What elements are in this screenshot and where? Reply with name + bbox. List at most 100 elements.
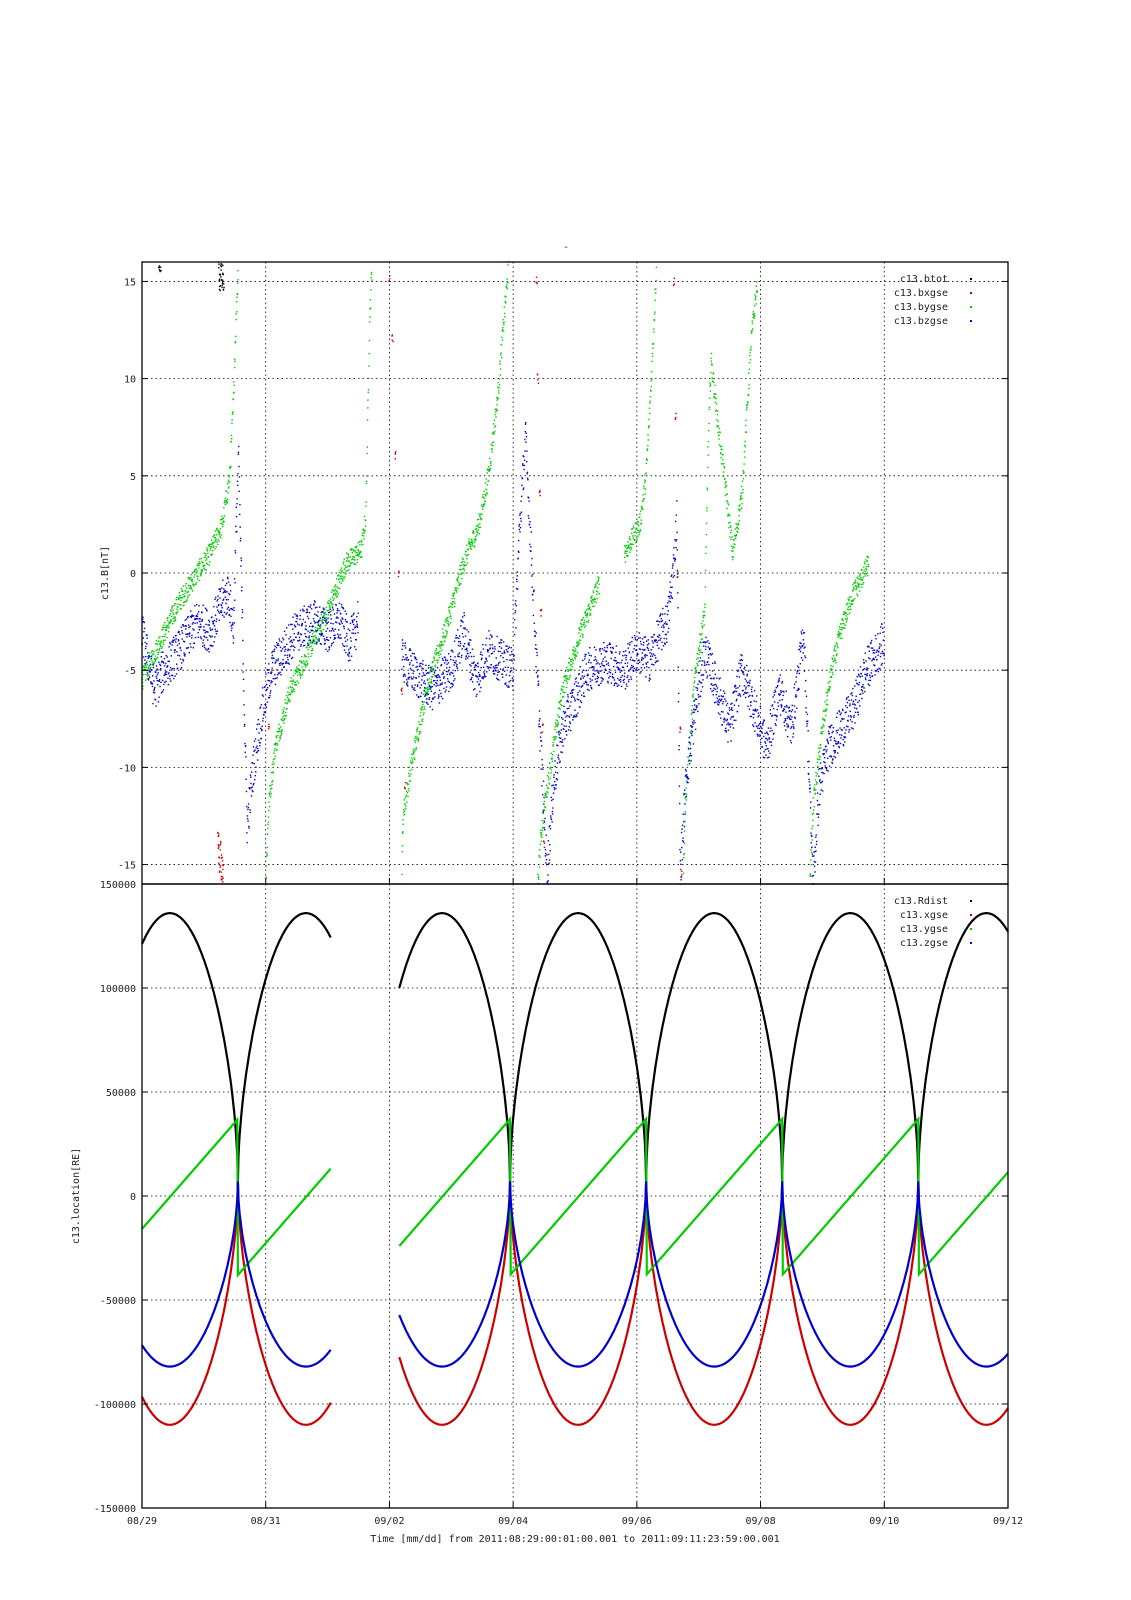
- magnetic-field-point: [842, 619, 844, 622]
- magnetic-field-point: [417, 668, 419, 671]
- magnetic-field-point: [480, 518, 483, 520]
- magnetic-field-point: [239, 526, 241, 528]
- magnetic-field-point: [338, 602, 341, 605]
- magnetic-field-point: [589, 667, 591, 669]
- magnetic-field-point: [712, 380, 714, 383]
- magnetic-field-point: [632, 659, 635, 662]
- magnetic-field-point: [700, 681, 702, 684]
- magnetic-field-point: [423, 712, 425, 714]
- magnetic-field-point: [220, 875, 223, 878]
- magnetic-field-point: [576, 642, 578, 644]
- magnetic-field-point: [174, 618, 176, 620]
- magnetic-field-point: [582, 624, 585, 626]
- magnetic-field-point: [841, 617, 844, 620]
- magnetic-field-point: [410, 669, 413, 671]
- magnetic-field-point: [348, 651, 350, 654]
- magnetic-field-point: [321, 611, 324, 613]
- magnetic-field-point: [194, 636, 197, 639]
- magnetic-field-point: [751, 695, 754, 697]
- magnetic-field-point: [750, 346, 752, 348]
- magnetic-field-point: [493, 432, 495, 435]
- magnetic-field-point: [304, 635, 307, 638]
- magnetic-field-point: [415, 738, 418, 740]
- magnetic-field-point: [571, 689, 573, 691]
- magnetic-field-point: [283, 707, 285, 709]
- magnetic-field-point: [195, 571, 197, 573]
- magnetic-field-point: [637, 523, 639, 526]
- magnetic-field-point: [299, 677, 302, 679]
- magnetic-field-point: [567, 670, 569, 673]
- magnetic-field-point: [552, 807, 554, 809]
- magnetic-field-point: [643, 649, 645, 651]
- magnetic-field-point: [244, 723, 246, 726]
- magnetic-field-point: [334, 584, 337, 586]
- magnetic-field-point: [657, 620, 659, 622]
- magnetic-field-point: [315, 630, 317, 632]
- magnetic-field-point: [567, 668, 569, 671]
- magnetic-field-point: [325, 619, 328, 621]
- magnetic-field-point: [696, 689, 698, 691]
- magnetic-field-point: [204, 568, 206, 571]
- magnetic-field-point: [208, 545, 210, 547]
- magnetic-field-point: [839, 637, 841, 639]
- magnetic-field-point: [629, 543, 632, 545]
- magnetic-field-point: [275, 735, 277, 737]
- magnetic-field-point: [742, 689, 744, 692]
- magnetic-field-point: [755, 291, 758, 293]
- magnetic-field-point: [499, 641, 501, 644]
- magnetic-field-point: [867, 557, 869, 559]
- magnetic-field-point: [163, 621, 166, 624]
- magnetic-field-point: [708, 406, 711, 409]
- magnetic-field-point: [337, 635, 340, 637]
- magnetic-field-point: [715, 693, 718, 696]
- magnetic-field-point: [502, 669, 504, 671]
- magnetic-field-point: [356, 552, 358, 554]
- magnetic-field-point: [407, 783, 409, 785]
- magnetic-field-point: [403, 665, 405, 668]
- magnetic-field-point: [171, 668, 174, 670]
- magnetic-field-point: [234, 599, 236, 601]
- magnetic-field-point: [168, 646, 170, 648]
- magnetic-field-point: [493, 426, 496, 428]
- magnetic-field-point: [296, 615, 299, 617]
- magnetic-field-point: [595, 649, 597, 651]
- magnetic-field-point: [308, 637, 310, 639]
- magnetic-field-point: [180, 649, 182, 652]
- magnetic-field-point: [457, 653, 459, 656]
- magnetic-field-point: [347, 628, 349, 630]
- magnetic-field-point: [424, 682, 427, 685]
- magnetic-field-point: [761, 727, 763, 730]
- magnetic-field-point: [847, 598, 849, 600]
- magnetic-field-point: [844, 624, 847, 627]
- magnetic-field-point: [217, 538, 219, 541]
- magnetic-field-point: [263, 714, 265, 716]
- magnetic-field-point: [420, 707, 422, 710]
- magnetic-field-point: [753, 305, 756, 307]
- magnetic-field-point: [584, 612, 587, 615]
- magnetic-field-point: [308, 605, 310, 608]
- magnetic-field-point: [843, 611, 845, 613]
- magnetic-field-point: [587, 673, 589, 676]
- magnetic-field-point: [221, 860, 224, 862]
- magnetic-field-point: [319, 627, 321, 629]
- magnetic-field-point: [786, 706, 788, 708]
- magnetic-field-point: [817, 768, 820, 771]
- magnetic-field-point: [416, 736, 419, 739]
- magnetic-field-point: [591, 679, 593, 681]
- magnetic-field-point: [543, 842, 546, 844]
- magnetic-field-point: [648, 666, 650, 669]
- magnetic-field-point: [687, 781, 689, 784]
- magnetic-field-point: [635, 668, 637, 671]
- magnetic-field-point: [236, 502, 238, 505]
- magnetic-field-point: [299, 660, 301, 662]
- magnetic-field-point: [477, 518, 480, 520]
- magnetic-field-point: [214, 628, 216, 631]
- magnetic-field-point: [692, 696, 694, 698]
- magnetic-field-point: [690, 713, 693, 715]
- magnetic-field-point: [154, 661, 156, 663]
- magnetic-field-point: [749, 694, 751, 697]
- magnetic-field-point: [153, 680, 155, 682]
- magnetic-field-point: [725, 731, 728, 733]
- magnetic-field-point: [593, 597, 596, 600]
- magnetic-field-point: [221, 517, 224, 520]
